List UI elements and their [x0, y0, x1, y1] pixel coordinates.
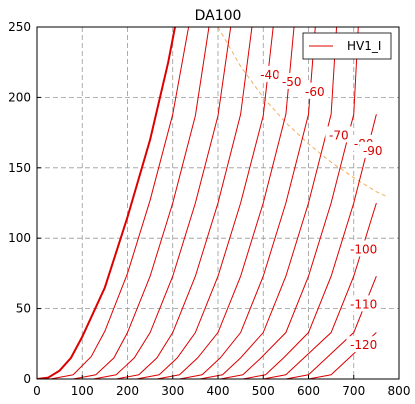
curve-label: -70 [325, 126, 353, 143]
x-tick-label: 200 [116, 384, 139, 398]
plate-curve [179, 27, 316, 379]
curve-label: -90 [359, 141, 387, 158]
axis-ticks: 0 100 200 300 400 500 600 700 800 0 50 100 150 200 250 [8, 20, 410, 398]
svg-text:-60: -60 [305, 85, 325, 99]
svg-text:-110: -110 [350, 297, 377, 311]
x-tick-label: 0 [33, 384, 41, 398]
y-tick-label: 150 [8, 161, 31, 175]
x-tick-label: 300 [161, 384, 184, 398]
curve-label: -40 [256, 65, 284, 82]
plate-curves [37, 27, 386, 379]
x-tick-label: 100 [71, 384, 94, 398]
svg-text:-50: -50 [282, 75, 302, 89]
svg-text:-100: -100 [350, 242, 377, 256]
plate-curve [116, 27, 253, 379]
x-tick-label: 800 [388, 384, 411, 398]
plate-curve [93, 27, 232, 379]
curve-label: -60 [301, 82, 329, 99]
curve-label: -110 [346, 295, 381, 312]
curve-label: -100 [346, 240, 381, 257]
plate-curve [73, 27, 210, 379]
x-tick-label: 400 [207, 384, 230, 398]
curve-labels: -40-50-60-70-80-90-100-110-120 [256, 65, 387, 353]
plate-curve [37, 27, 176, 379]
y-tick-label: 0 [23, 372, 31, 386]
curve-label: -120 [346, 336, 381, 353]
svg-text:-70: -70 [329, 128, 349, 142]
plate-curve [136, 27, 274, 379]
y-tick-label: 250 [8, 20, 31, 34]
x-tick-label: 500 [252, 384, 275, 398]
dissipation-curve [217, 27, 386, 197]
plate-curve [156, 27, 295, 379]
svg-text:-40: -40 [260, 68, 280, 82]
y-tick-label: 100 [8, 231, 31, 245]
y-tick-label: 50 [16, 302, 31, 316]
svg-text:-90: -90 [363, 144, 383, 158]
plate-curve [50, 27, 190, 379]
x-tick-label: 700 [342, 384, 365, 398]
x-tick-label: 600 [297, 384, 320, 398]
curve-label: -50 [278, 72, 306, 89]
y-tick-label: 200 [8, 90, 31, 104]
chart-title: DA100 [195, 8, 242, 24]
svg-text:-120: -120 [350, 338, 377, 352]
plate-curve [242, 114, 377, 379]
plate-curve [285, 276, 377, 379]
legend: HV1_I [302, 32, 392, 60]
legend-label: HV1_I [347, 39, 381, 53]
plate-curve [263, 202, 377, 379]
